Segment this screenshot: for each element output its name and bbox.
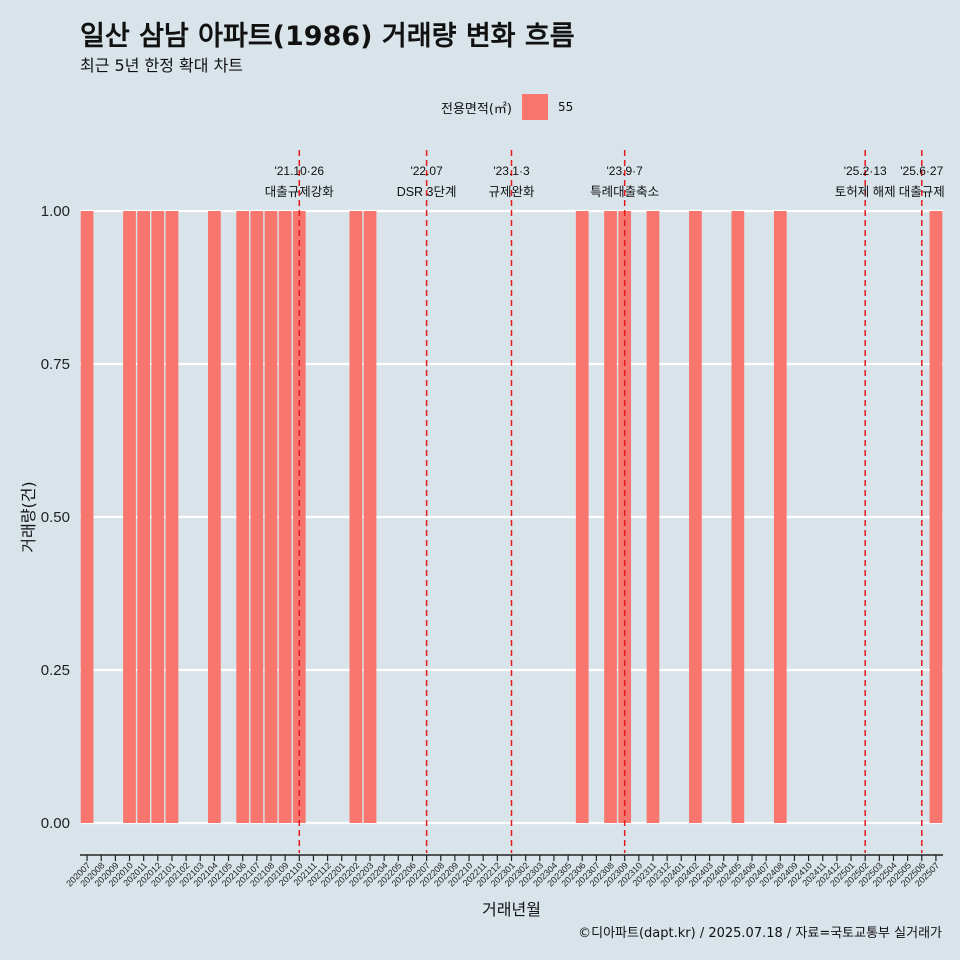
bar — [604, 211, 617, 823]
bar — [208, 211, 221, 823]
event-label: 규제완화 — [488, 185, 535, 199]
bar — [773, 211, 787, 823]
y-tick-label: 0.25 — [41, 662, 70, 679]
source-caption: ©디아파트(dapt.kr) / 2025.07.18 / 자료=국토교통부 실… — [578, 926, 942, 941]
y-tick-label: 0.50 — [41, 509, 70, 526]
y-tick-label: 1.00 — [41, 203, 70, 220]
event-label: 대출규제강화 — [265, 185, 335, 199]
bar — [349, 211, 363, 823]
event-label: 특례대출축소 — [590, 185, 659, 199]
bar — [151, 211, 165, 823]
event-date: '22.07 — [410, 164, 443, 178]
bar — [363, 211, 377, 823]
chart-title: 일산 삼남 아파트(1986) 거래량 변화 흐름 — [80, 21, 575, 52]
chart-subtitle: 최근 5년 한정 확대 차트 — [80, 56, 244, 75]
bar — [236, 211, 250, 823]
bar — [80, 211, 94, 823]
event-label: DSR 3단계 — [397, 185, 457, 199]
bar — [137, 211, 151, 823]
bar — [292, 211, 306, 823]
bar — [278, 211, 292, 823]
bar — [618, 211, 632, 823]
bar — [165, 211, 179, 823]
event-date: '25.6·27 — [900, 164, 943, 178]
bar — [575, 211, 589, 823]
legend-swatch — [521, 94, 548, 120]
bar — [264, 211, 278, 823]
event-label: 토허제 해제 — [835, 185, 896, 199]
event-label: 대출규제 — [899, 185, 945, 199]
y-tick-label: 0.75 — [41, 356, 70, 373]
bar — [929, 211, 943, 823]
legend-label: 55 — [557, 100, 574, 114]
legend: 전용면적(㎡) 55 — [441, 94, 573, 120]
bar — [689, 211, 702, 823]
y-axis-title: 거래량(건) — [19, 481, 38, 552]
bar — [646, 211, 660, 823]
event-date: '21.10·26 — [274, 164, 324, 178]
bar — [123, 211, 136, 823]
bar — [731, 211, 745, 823]
y-tick-label: 0.00 — [41, 815, 70, 832]
x-axis-title: 거래년월 — [482, 900, 541, 919]
event-date: '23.9·7 — [607, 164, 644, 178]
legend-title: 전용면적(㎡) — [441, 101, 512, 117]
event-date: '25.2·13 — [844, 164, 887, 178]
event-date: '23.1·3 — [493, 164, 530, 178]
bar — [250, 211, 264, 823]
